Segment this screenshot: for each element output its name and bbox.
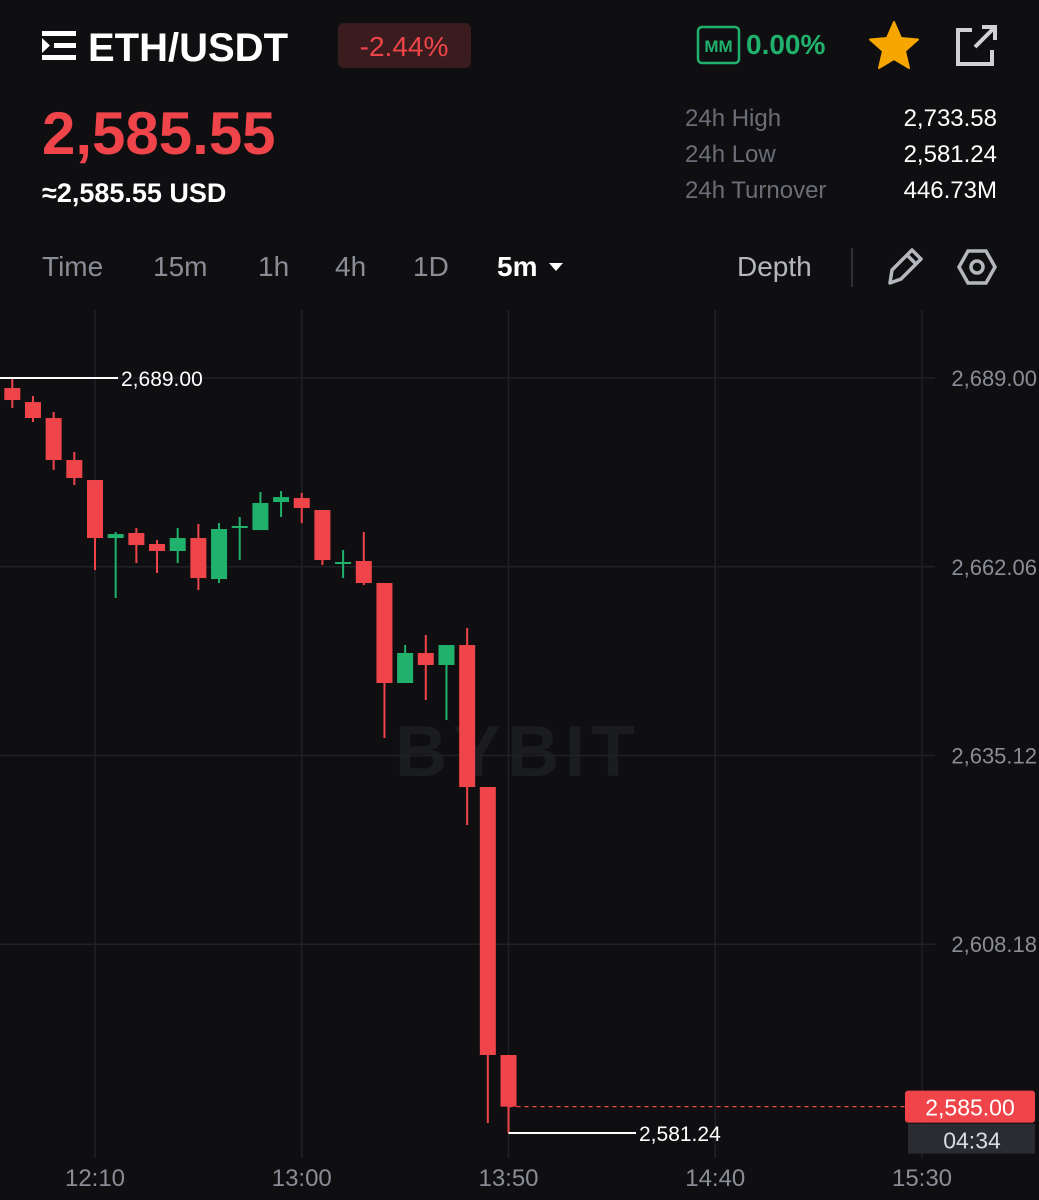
candle-body xyxy=(314,510,331,561)
candle-body xyxy=(149,543,166,552)
stat-label: 24h High xyxy=(685,105,781,132)
menu-bar xyxy=(42,31,76,36)
candle-body xyxy=(459,645,476,788)
tab[interactable]: Depth xyxy=(737,251,812,282)
hexagon xyxy=(956,249,998,285)
tab[interactable]: 4h xyxy=(335,251,366,282)
menu-bar xyxy=(42,55,76,60)
change-badge xyxy=(338,23,471,68)
stat-label: 24h Low xyxy=(685,141,776,168)
low-marker-label: 2,581.24 xyxy=(639,1123,721,1146)
share-frame xyxy=(956,28,994,66)
candle-body xyxy=(4,388,21,401)
tab[interactable]: 15m xyxy=(153,251,207,282)
tab[interactable]: 1D xyxy=(413,251,449,282)
y-tick-label: 2,608.18 xyxy=(951,932,1037,957)
x-tick-label: 12:10 xyxy=(65,1165,125,1192)
candle-body xyxy=(87,480,103,539)
tab[interactable]: 1h xyxy=(258,251,289,282)
settings-icon[interactable] xyxy=(956,249,998,285)
candle-body xyxy=(293,498,310,509)
pair-name[interactable]: ETH/USDT xyxy=(88,26,288,70)
share-icon[interactable] xyxy=(956,25,997,66)
menu-bar xyxy=(54,43,76,48)
last-price-label: 2,585.00 xyxy=(925,1095,1015,1121)
usd-price: ≈2,585.55 USD xyxy=(42,178,226,208)
change-percent: -2.44% xyxy=(360,31,449,62)
mm-label: MM xyxy=(704,37,732,56)
last-price: 2,585.55 xyxy=(42,100,276,167)
candle-body xyxy=(335,562,352,565)
candle-body xyxy=(169,538,186,552)
candle-body xyxy=(107,534,124,539)
candle-body xyxy=(417,653,434,665)
tab-dropdown[interactable] xyxy=(549,263,563,271)
tab[interactable]: Time xyxy=(42,251,103,282)
watermark: BYBIT xyxy=(395,712,641,792)
mm-badge[interactable] xyxy=(696,25,741,65)
x-tick-label: 14:40 xyxy=(685,1165,745,1192)
candle-body xyxy=(376,583,393,683)
candle-body xyxy=(273,497,290,503)
candle-body xyxy=(252,503,269,531)
candle-body xyxy=(231,525,248,529)
candle-body xyxy=(397,653,414,683)
y-tick-label: 2,662.06 xyxy=(951,555,1037,580)
candle-body xyxy=(45,418,62,460)
menu-icon[interactable] xyxy=(42,31,76,60)
stat-value: 446.73M xyxy=(904,177,997,204)
candle-body xyxy=(211,529,228,580)
x-tick-label: 13:50 xyxy=(478,1165,538,1192)
candle-body xyxy=(190,538,207,579)
last-price-tag xyxy=(905,1090,1035,1123)
candle-body xyxy=(438,645,455,665)
menu-arrow xyxy=(42,38,50,53)
x-tick-label: 13:00 xyxy=(272,1165,332,1192)
candle-body xyxy=(479,787,496,1056)
favorite-star[interactable] xyxy=(869,21,919,69)
mm-value: 0.00% xyxy=(746,29,825,60)
tab-active[interactable]: 5m xyxy=(497,251,537,282)
candle-body xyxy=(128,532,145,546)
stat-value: 2,733.58 xyxy=(904,105,997,132)
share-arrow xyxy=(973,25,997,49)
x-tick-label: 15:30 xyxy=(892,1165,952,1192)
candlestick-chart: BYBIT 2,689.00 2,662.06 2,635.12 2,608.18 12:… xyxy=(0,310,1037,1192)
hexagon-center xyxy=(969,259,985,275)
stat-label: 24h Turnover xyxy=(685,177,826,204)
candle-body xyxy=(66,459,83,479)
high-marker-label: 2,689.00 xyxy=(121,368,203,391)
draw-icon[interactable] xyxy=(888,248,923,285)
countdown-tag xyxy=(908,1123,1035,1154)
candle-body xyxy=(500,1055,517,1107)
y-tick-label: 2,689.00 xyxy=(951,366,1037,391)
candle-body xyxy=(24,402,41,419)
stat-value: 2,581.24 xyxy=(904,141,997,168)
countdown-label: 04:34 xyxy=(943,1128,1001,1154)
pencil xyxy=(888,248,923,285)
candle-body xyxy=(355,561,372,584)
y-tick-label: 2,635.12 xyxy=(951,744,1037,769)
